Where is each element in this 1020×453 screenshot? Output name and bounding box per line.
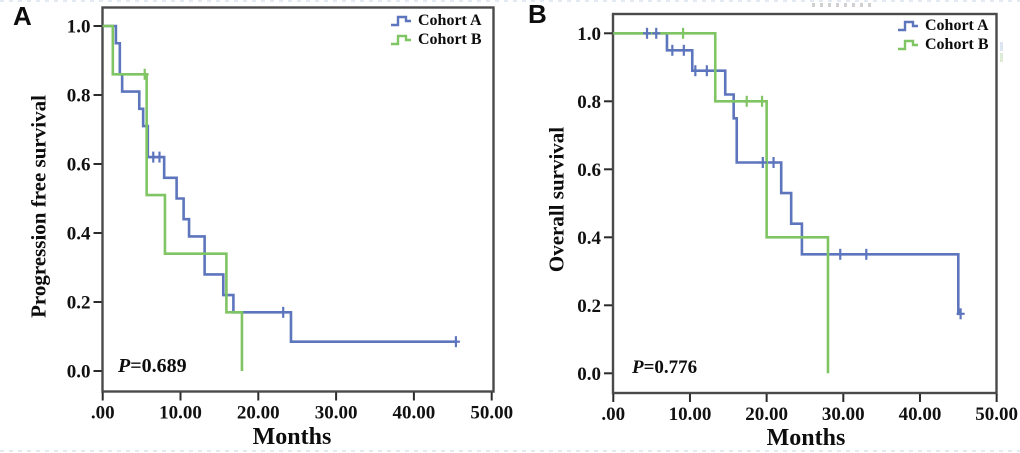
svg-text:40.00: 40.00 [899,404,942,425]
panel-a-label: A [13,1,32,31]
panel-b-x-axis-title: Months [766,425,846,451]
legend-label-cohort-a: Cohort A [418,11,482,29]
top-edge-artifact [0,0,1020,2]
panel-b-p-symbol: P [632,357,644,378]
panel-b-y-axis-title: Overall survival [544,126,569,273]
legend-label-cohort-b: Cohort B [925,35,989,53]
legend-item-cohort-b: Cohort B [897,36,989,53]
panel-a-p-symbol: P [118,355,131,377]
panel-a-p-value: P=0.689 [118,356,187,376]
panel-a-legend: Cohort A Cohort B [390,12,482,48]
panel-a-y-axis-title: Progression free survival [26,95,51,318]
svg-text:.00: .00 [91,403,115,424]
legend-item-cohort-a: Cohort A [897,17,989,34]
step-line-icon [898,20,918,31]
svg-text:50.00: 50.00 [470,403,513,424]
svg-text:0.4: 0.4 [67,224,91,245]
legend-label-cohort-a: Cohort A [925,16,989,34]
svg-text:20.00: 20.00 [745,404,788,425]
svg-text:20.00: 20.00 [237,403,280,424]
svg-text:0.2: 0.2 [577,296,601,317]
step-line-icon [898,39,918,50]
panel-b-label: B [528,0,547,29]
svg-text:0.4: 0.4 [577,228,601,249]
panel-b-p-value: P=0.776 [632,358,697,377]
svg-text:1.0: 1.0 [67,17,91,38]
panel-a-p-number: =0.689 [130,355,187,377]
svg-text:0.6: 0.6 [67,155,91,176]
svg-text:50.00: 50.00 [975,404,1018,425]
svg-text:10.00: 10.00 [159,403,202,424]
step-line-icon [391,15,411,26]
faint-watermark-artifact [812,3,874,7]
svg-text:0.8: 0.8 [577,92,601,113]
step-line-icon [391,34,411,45]
legend-item-cohort-a: Cohort A [390,12,482,29]
svg-text:0.6: 0.6 [577,160,601,181]
svg-text:0.2: 0.2 [67,293,91,314]
legend-label-cohort-b: Cohort B [418,30,482,48]
svg-text:40.00: 40.00 [393,403,436,424]
svg-text:.00: .00 [601,404,625,425]
svg-text:0.8: 0.8 [67,86,91,107]
panel-b-p-number: =0.776 [643,357,698,378]
svg-text:10.00: 10.00 [669,404,712,425]
faint-side-artifact [1000,42,1003,62]
svg-text:0.0: 0.0 [577,364,601,385]
svg-text:30.00: 30.00 [315,403,358,424]
panel-a-x-axis-title: Months [252,424,332,450]
bottom-edge-artifact [0,450,1020,452]
svg-text:30.00: 30.00 [822,404,865,425]
panel-b-legend: Cohort A Cohort B [897,17,989,53]
svg-text:1.0: 1.0 [577,24,601,45]
legend-item-cohort-b: Cohort B [390,31,482,48]
svg-text:0.0: 0.0 [67,362,91,383]
